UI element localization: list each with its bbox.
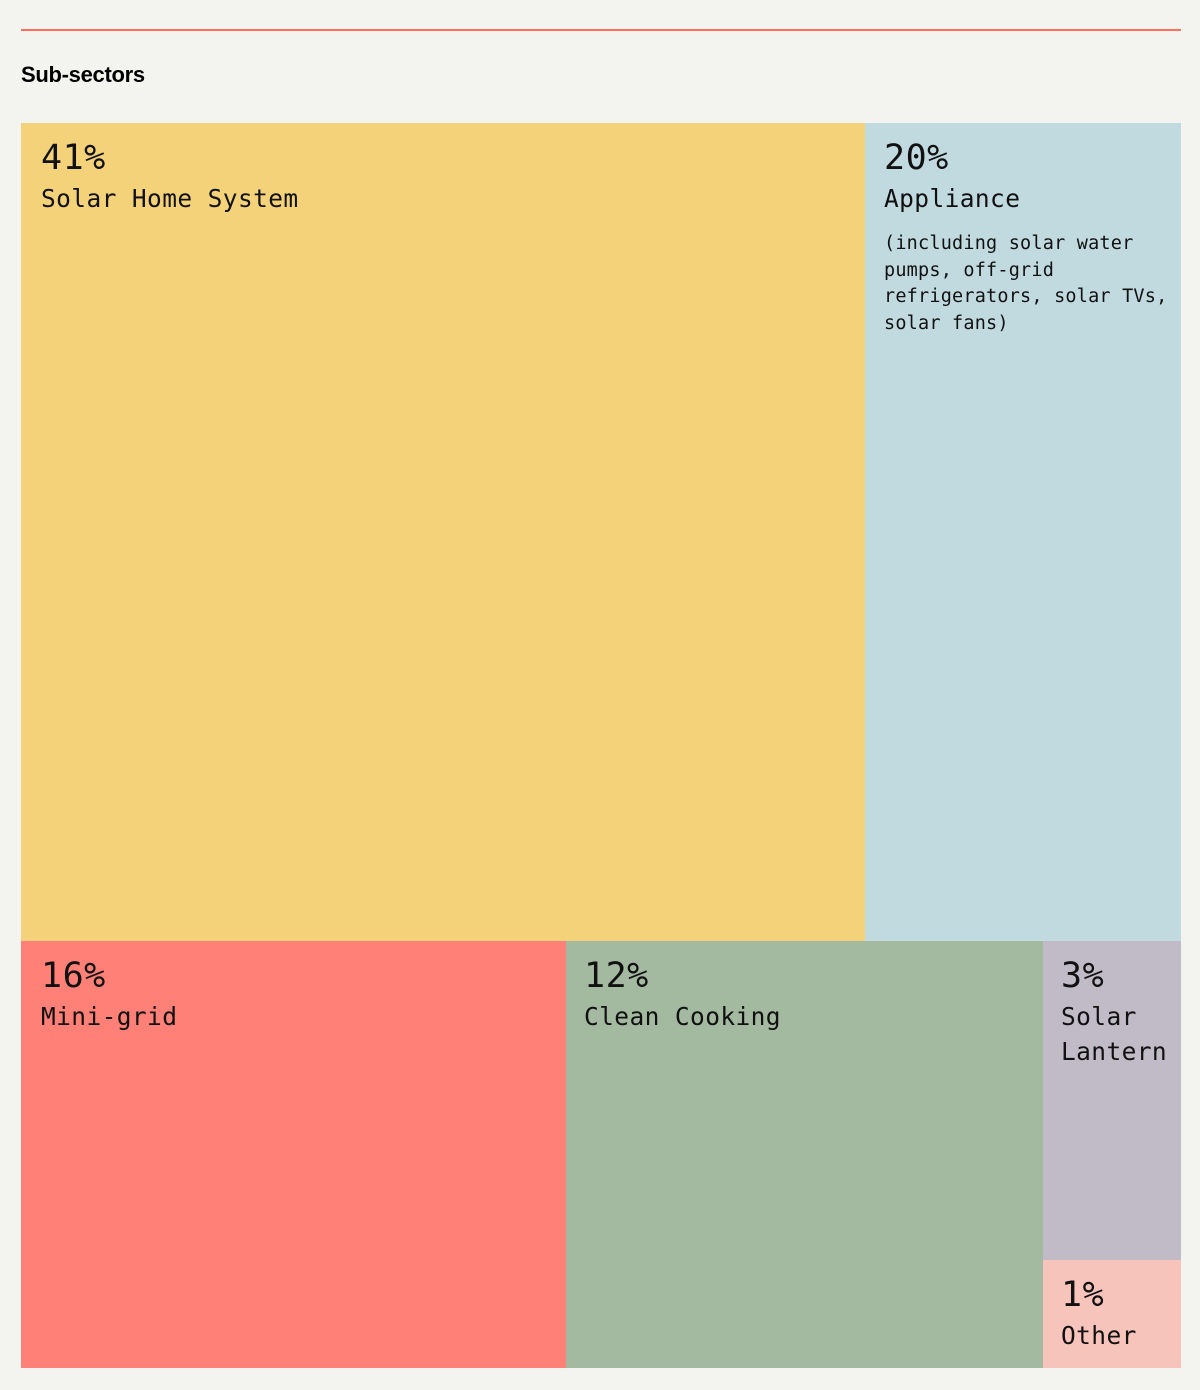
tile-label-other: Other — [1061, 1321, 1137, 1350]
chart-title: Sub-sectors — [21, 62, 145, 87]
tile-label-appliance: Appliance — [884, 184, 1021, 213]
treemap-tile-other: 1% Other — [1043, 1260, 1181, 1368]
tile-percent-lantern: 3% — [1061, 956, 1105, 996]
tile-percent-appliance: 20% — [884, 138, 949, 178]
treemap-tile-minigrid: 16% Mini-grid — [21, 941, 566, 1368]
top-rule — [21, 29, 1181, 31]
treemap: 41% Solar Home System 20% Appliance (includi… — [21, 123, 1181, 1368]
tile-label-minigrid: Mini-grid — [41, 1002, 178, 1031]
treemap-tile-shs: 41% Solar Home System — [21, 123, 865, 941]
tile-label-shs: Solar Home System — [41, 184, 299, 213]
tile-label-lantern: Solar Lantern — [1061, 1002, 1168, 1066]
treemap-tile-appliance: 20% Appliance (including solar water pumps… — [865, 123, 1181, 941]
tile-note-appliance: (including solar water pumps, off-grid r… — [884, 232, 1168, 335]
treemap-tile-lantern: 3% Solar Lantern — [1043, 941, 1181, 1260]
tile-percent-other: 1% — [1061, 1275, 1105, 1315]
treemap-tile-cooking: 12% Clean Cooking — [566, 941, 1043, 1368]
tile-percent-shs: 41% — [41, 138, 106, 178]
tile-label-cooking: Clean Cooking — [584, 1002, 781, 1031]
tile-percent-cooking: 12% — [584, 956, 649, 996]
tile-percent-minigrid: 16% — [41, 956, 106, 996]
